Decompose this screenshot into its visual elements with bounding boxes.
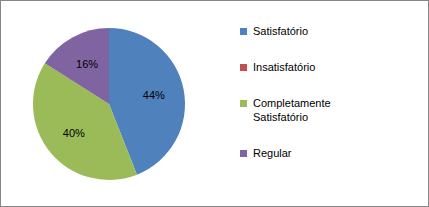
legend-item: Insatisfatório <box>240 60 360 74</box>
data-label: 40% <box>63 127 85 139</box>
data-label: 44% <box>143 89 165 101</box>
legend: Satisfatório Insatisfatório Completamente … <box>240 24 360 182</box>
legend-swatch <box>240 28 247 35</box>
legend-swatch <box>240 150 247 157</box>
legend-item: Regular <box>240 146 360 160</box>
legend-item: Satisfatório <box>240 24 360 38</box>
legend-swatch <box>240 64 247 71</box>
data-labels: 44% 40% 16% <box>63 58 165 139</box>
chart-border <box>1 1 429 207</box>
data-label: 16% <box>76 58 98 70</box>
legend-label: Insatisfatório <box>253 60 348 74</box>
legend-swatch <box>240 100 247 107</box>
legend-label: Regular <box>253 146 348 160</box>
legend-label: Satisfatório <box>253 24 348 38</box>
slices <box>33 28 185 180</box>
pie-slice <box>45 28 109 104</box>
chart-svg: 44% 40% 16% <box>0 0 429 207</box>
legend-item: Completamente Satisfatório <box>240 96 360 124</box>
chart-container: 44% 40% 16% Satisfatório Insatisfatório Comp… <box>0 0 429 207</box>
legend-label: Completamente Satisfatório <box>253 96 348 124</box>
